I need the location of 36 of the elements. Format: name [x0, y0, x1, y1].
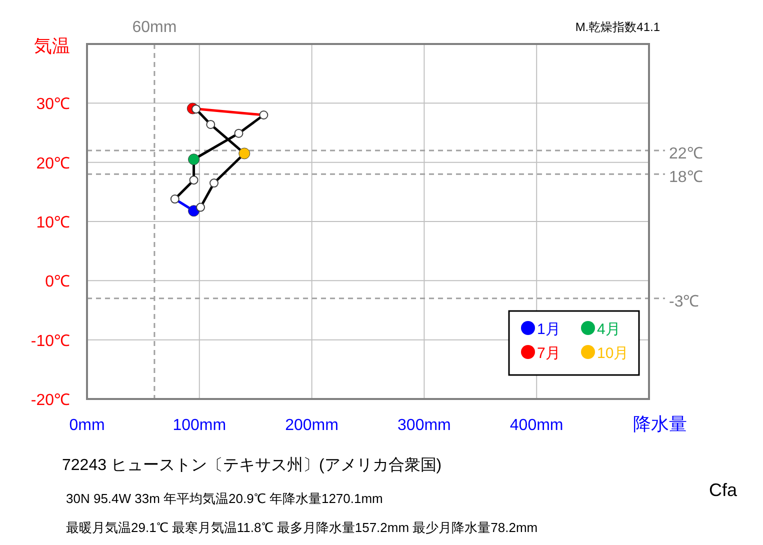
legend-label: 7月 — [537, 345, 560, 362]
ref-line-label: 60mm — [132, 19, 177, 36]
x-tick-label: 300mm — [398, 417, 451, 434]
y-tick-label: 20℃ — [36, 155, 70, 172]
point — [189, 176, 198, 185]
legend-label: 1月 — [537, 321, 560, 338]
x-tick-label: 400mm — [510, 417, 564, 434]
point — [196, 202, 206, 212]
point — [170, 194, 180, 204]
legend-label: 10月 — [597, 345, 629, 362]
text: 72243 ヒューストン〔テキサス州〕(アメリカ合衆国) — [62, 456, 442, 474]
point — [238, 148, 250, 160]
x-tick-label: 200mm — [285, 417, 338, 434]
point — [206, 120, 216, 129]
text: 30N 95.4W 33m 年平均気温20.9℃ 年降水量1270.1mm — [66, 491, 383, 506]
text: Cfa — [708, 480, 738, 500]
y-tick-label: 10℃ — [36, 214, 70, 232]
text: 最暖月気温29.1℃ 最寒月気温11.8℃ 最多月降水量157.2mm 最少月降水量78.2mm — [66, 520, 538, 535]
y-tick-label: -10℃ — [30, 332, 70, 350]
y-tick-label: -20℃ — [30, 392, 70, 409]
point — [188, 154, 200, 166]
x-tick-label: 0mm — [69, 417, 105, 434]
point — [259, 110, 268, 120]
y-tick-label: 0℃ — [45, 274, 70, 291]
ref-line-label: 22℃ — [669, 146, 703, 162]
y-tick-label: 30℃ — [36, 96, 70, 114]
x-tick-label: 100mm — [172, 417, 226, 434]
point — [192, 104, 201, 114]
text: M.乾燥指数41.1 — [575, 20, 660, 34]
ref-line-label: 18℃ — [669, 169, 703, 186]
y-axis-title: 気温 — [34, 36, 70, 56]
point — [234, 128, 244, 138]
x-axis-title: 降水量 — [633, 414, 687, 434]
ref-line-label: -3℃ — [669, 293, 700, 310]
legend-label: 4月 — [597, 321, 620, 338]
point — [210, 178, 219, 188]
